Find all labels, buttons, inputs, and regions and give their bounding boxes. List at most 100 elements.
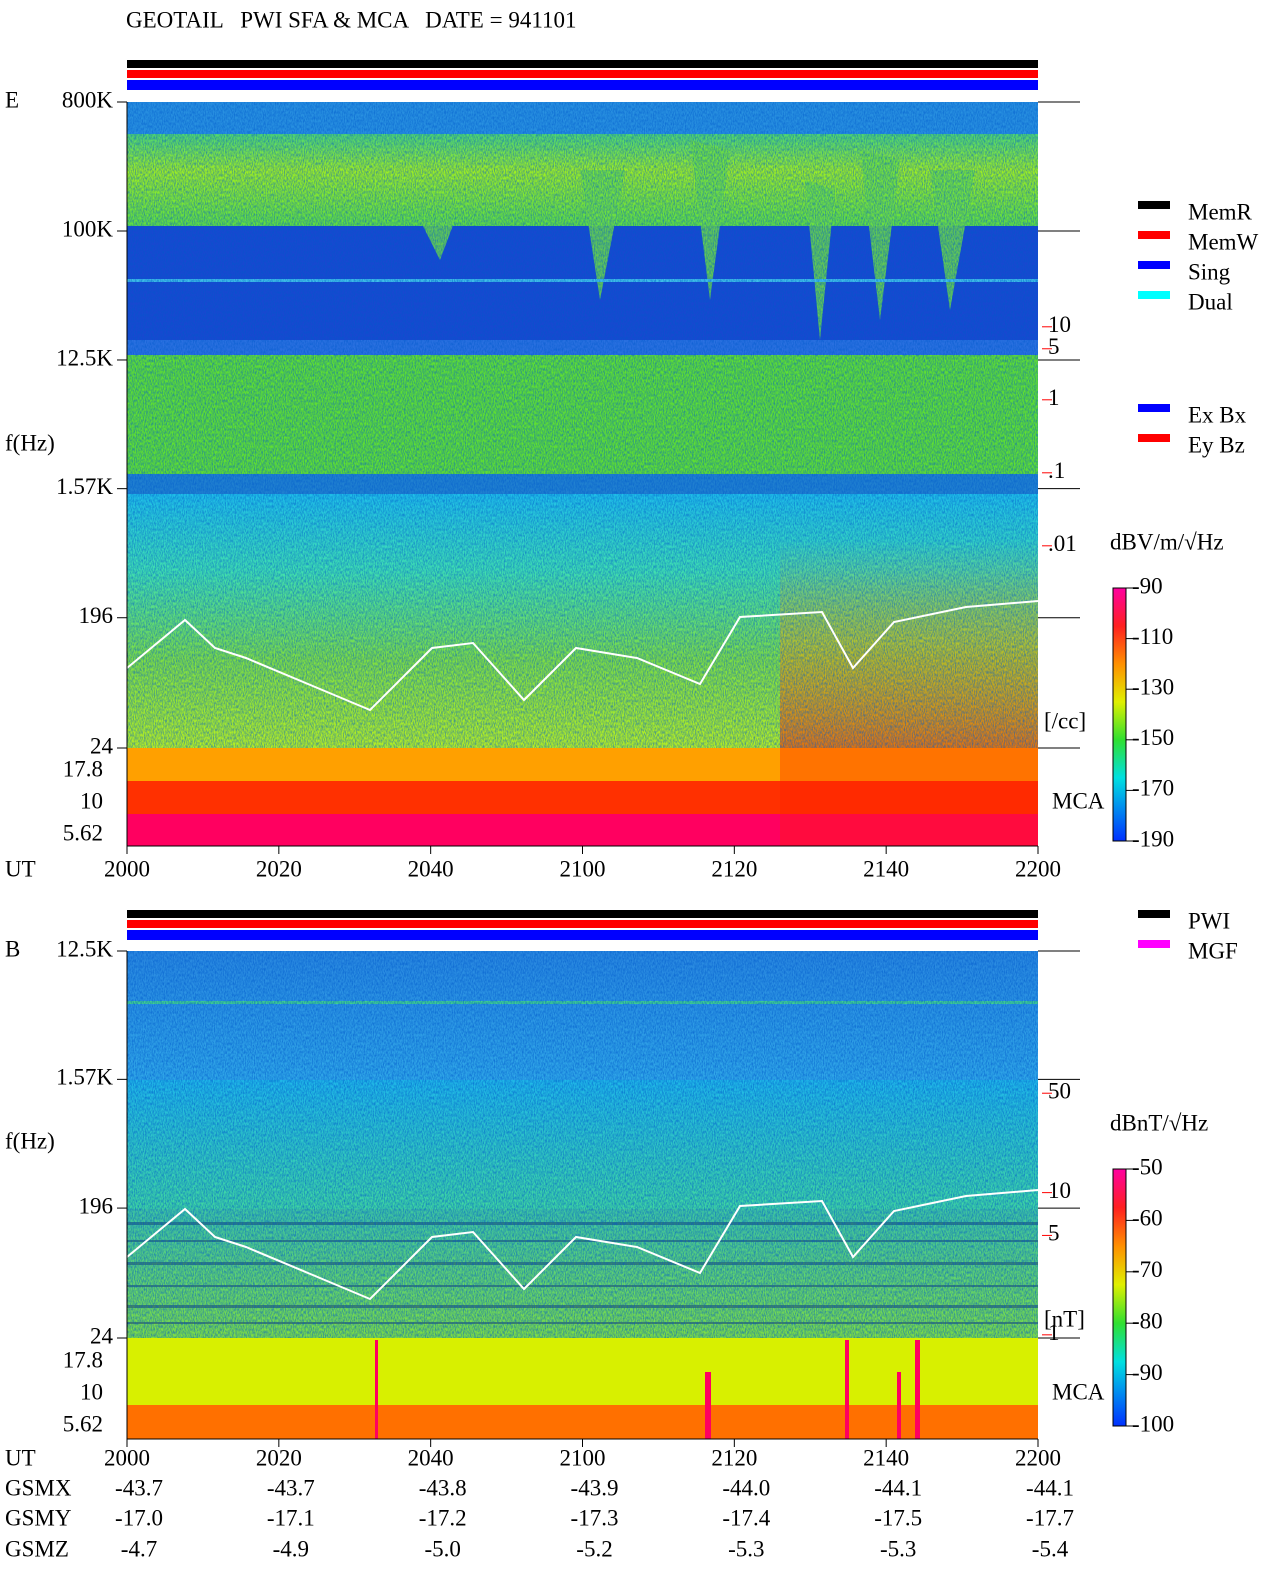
y-tick-label: 12.5K	[56, 345, 113, 370]
y2-tick-label: 1	[1048, 385, 1060, 410]
y-tick-label: 196	[79, 603, 114, 628]
spectrogram-e	[126, 102, 1039, 846]
legend-label: PWI	[1188, 908, 1230, 933]
y2-axis-label: [nT]	[1044, 1306, 1085, 1331]
orbit-value: -17.5	[874, 1505, 922, 1530]
x-tick-label: 2020	[256, 856, 302, 881]
x-tick-label: 2040	[408, 1445, 454, 1470]
legend-swatch	[1138, 910, 1170, 918]
legend-label: MemR	[1188, 199, 1253, 224]
x-tick-label: 2200	[1015, 856, 1061, 881]
orbit-value: -5.4	[1032, 1536, 1069, 1561]
orbit-value: -5.2	[576, 1536, 612, 1561]
orbit-value: -17.4	[722, 1505, 770, 1530]
orbit-value: -5.3	[880, 1536, 916, 1561]
y-tick-label: 1.57K	[56, 474, 113, 499]
y-axis-label: f(Hz)	[5, 1128, 55, 1153]
orbit-value: -17.1	[267, 1505, 315, 1530]
orbit-value: -4.7	[121, 1536, 157, 1561]
legend-swatch	[1138, 231, 1170, 239]
x-tick-label: 2140	[863, 856, 909, 881]
legend-label: MGF	[1188, 938, 1238, 963]
x-tick-label: 2120	[711, 1445, 757, 1470]
y2-tick-label: 5	[1048, 1221, 1060, 1246]
status-bar	[127, 920, 1038, 928]
legend-label: MemW	[1188, 229, 1259, 254]
legend-label: Sing	[1188, 259, 1231, 284]
colorbar-tick-label: -170	[1132, 776, 1174, 801]
x-tick-label: 2120	[711, 856, 757, 881]
colorbar-label: dBnT/√Hz	[1110, 1110, 1208, 1135]
mca-label: MCA	[1052, 788, 1105, 813]
colorbar-tick-label: -60	[1132, 1206, 1163, 1231]
colorbar-tick-label: -90	[1132, 1360, 1163, 1385]
y2-tick-label: 1	[1048, 1320, 1060, 1345]
y2-tick-label: 10	[1048, 1178, 1071, 1203]
y2-tick-label: 10	[1048, 312, 1071, 337]
y-tick-label: 1.57K	[56, 1065, 113, 1090]
legend-label: Ex Bx	[1188, 402, 1247, 427]
x-tick-label: 2040	[408, 856, 454, 881]
legend-label: Ey Bz	[1188, 432, 1245, 457]
legend-swatch	[1138, 261, 1170, 269]
orbit-value: -43.9	[571, 1475, 619, 1500]
mca-tick-label: 17.8	[63, 756, 103, 781]
mca-tick-label: 17.8	[63, 1347, 103, 1372]
y2-tick-label: .01	[1048, 531, 1077, 556]
y2-axis-label: [/cc]	[1044, 708, 1086, 733]
x-tick-label: 2000	[104, 1445, 150, 1470]
y-tick-label: 24	[90, 1323, 114, 1348]
orbit-value: -44.0	[722, 1475, 770, 1500]
panel-label: B	[5, 936, 20, 961]
status-bar	[127, 60, 1038, 68]
colorbar-tick-label: -110	[1132, 624, 1173, 649]
x-tick-label: 2020	[256, 1445, 302, 1470]
y-tick-label: 24	[90, 733, 114, 758]
mca-label: MCA	[1052, 1379, 1105, 1404]
y2-tick-label: 50	[1048, 1078, 1071, 1103]
colorbar-tick-label: -130	[1132, 674, 1174, 699]
x-axis-label: UT	[5, 1445, 36, 1470]
status-bar	[127, 80, 1038, 90]
colorbar-label: dBV/m/√Hz	[1110, 529, 1224, 554]
colorbar-tick-label: -90	[1132, 573, 1163, 598]
orbit-value: -44.1	[874, 1475, 922, 1500]
colorbar	[1112, 1168, 1127, 1427]
x-tick-label: 2100	[560, 1445, 606, 1470]
x-tick-label: 2200	[1015, 1445, 1061, 1470]
legend-label: Dual	[1188, 289, 1233, 314]
x-axis-label: UT	[5, 856, 36, 881]
colorbar-tick-label: -150	[1132, 725, 1174, 750]
y-axis-label: f(Hz)	[5, 430, 55, 455]
orbit-value: -5.0	[424, 1536, 460, 1561]
legend-swatch	[1138, 940, 1170, 948]
y2-tick-label: .1	[1048, 458, 1065, 483]
x-tick-label: 2100	[560, 856, 606, 881]
status-bar	[127, 70, 1038, 78]
orbit-value: -17.7	[1026, 1505, 1074, 1530]
orbit-row-label: GSMY	[5, 1505, 72, 1530]
orbit-value: -17.3	[571, 1505, 619, 1530]
panel-label: E	[5, 87, 19, 112]
legend-swatch	[1138, 201, 1170, 209]
x-tick-label: 2140	[863, 1445, 909, 1470]
mca-tick-label: 10	[80, 1379, 103, 1404]
status-bar	[127, 910, 1038, 918]
orbit-value: -43.7	[267, 1475, 315, 1500]
orbit-value: -4.9	[273, 1536, 309, 1561]
spectrogram-b	[126, 951, 1039, 1439]
y-tick-label: 100K	[62, 216, 114, 241]
colorbar-tick-label: -80	[1132, 1308, 1163, 1333]
colorbar	[1112, 587, 1127, 842]
colorbar-tick-label: -50	[1132, 1154, 1163, 1179]
orbit-value: -43.8	[419, 1475, 467, 1500]
legend-swatch	[1138, 404, 1170, 412]
status-bar	[127, 930, 1038, 940]
y2-tick-label: 5	[1048, 334, 1060, 359]
orbit-row-label: GSMZ	[5, 1536, 69, 1561]
page-title: GEOTAIL PWI SFA & MCA DATE = 941101	[126, 7, 576, 32]
mca-tick-label: 10	[80, 788, 103, 813]
legend-swatch	[1138, 434, 1170, 442]
orbit-value: -17.0	[115, 1505, 163, 1530]
